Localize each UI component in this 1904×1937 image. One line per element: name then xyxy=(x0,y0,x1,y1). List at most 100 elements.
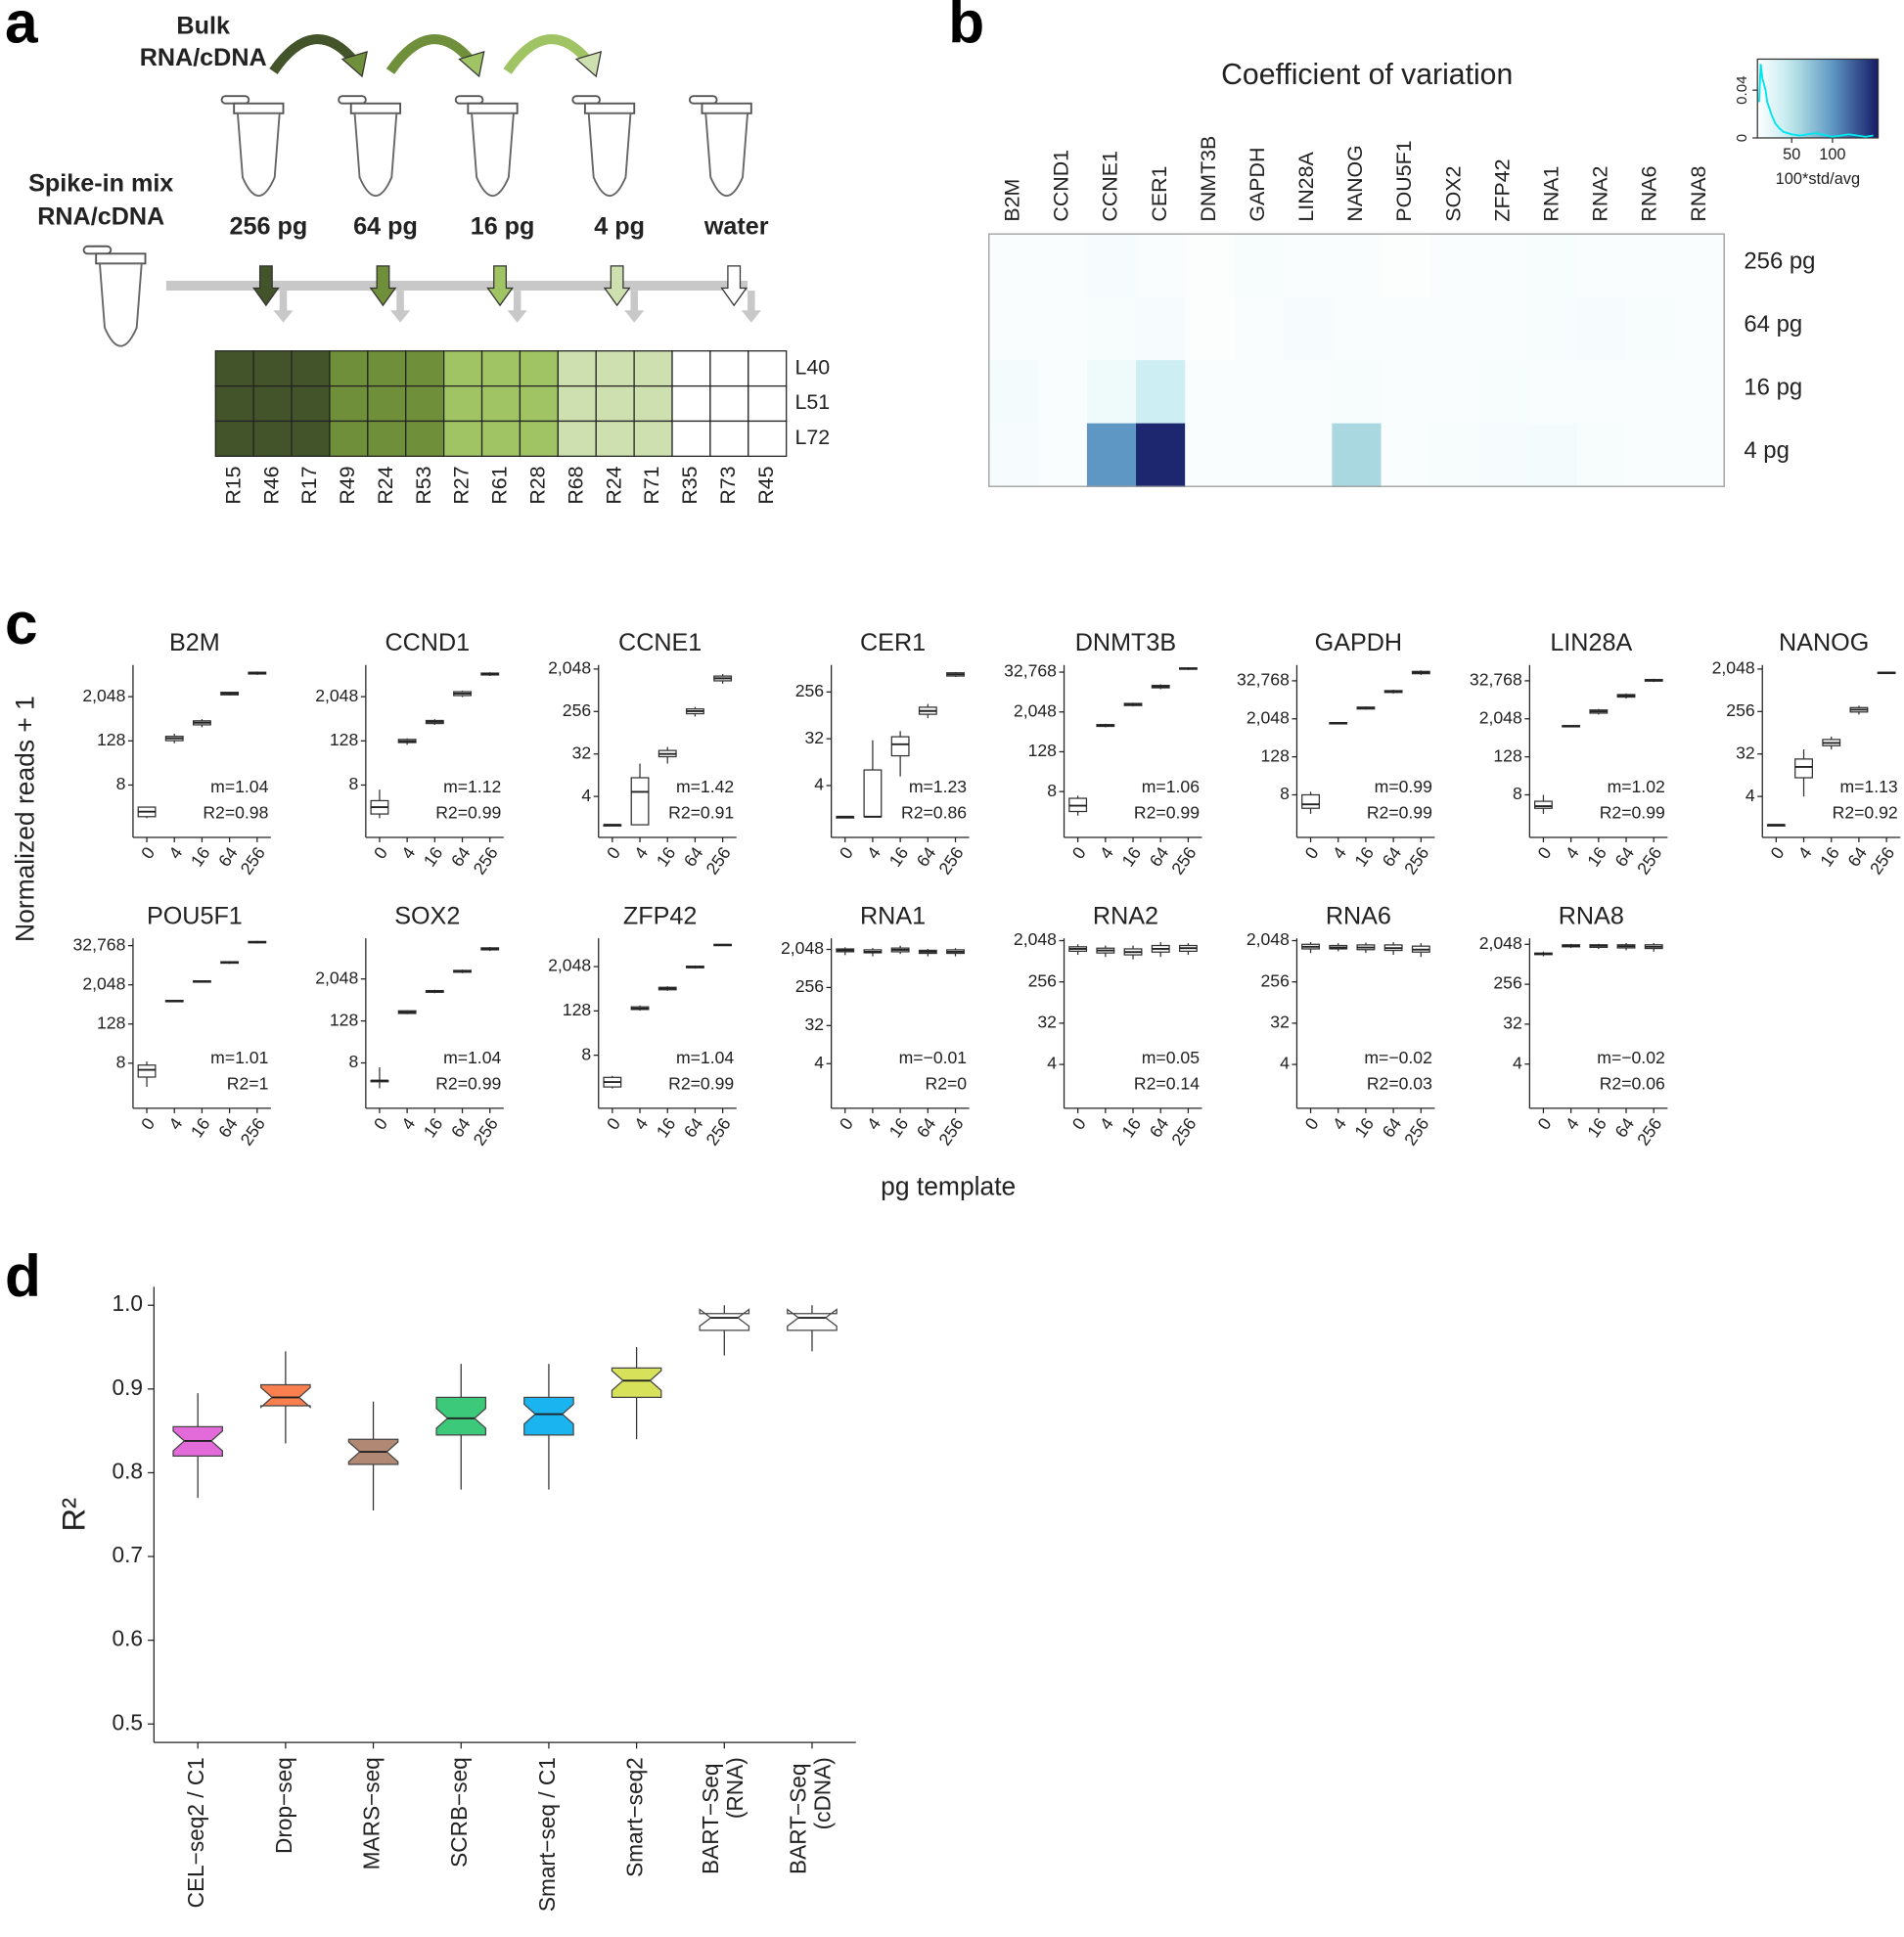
annotation: R2=0.98 xyxy=(203,803,268,823)
y-tick-label: 32 xyxy=(1037,1013,1057,1032)
sample-arrow xyxy=(252,265,280,307)
sample-arrow xyxy=(486,265,514,307)
heat-cell xyxy=(1381,296,1431,361)
plate-cell xyxy=(595,384,635,423)
gray-bar xyxy=(165,280,748,292)
box xyxy=(435,1396,487,1436)
y-tick-label: 32 xyxy=(804,1014,824,1034)
box xyxy=(890,736,910,757)
column-label: R45 xyxy=(754,466,778,504)
transfer-arrowhead xyxy=(458,50,485,78)
y-tick-label: 256 xyxy=(1028,970,1058,990)
plate-cell xyxy=(709,384,749,423)
plate-cell xyxy=(291,350,331,387)
y-tick-label: 0.5 xyxy=(113,1709,143,1734)
panel-title: CCND1 xyxy=(385,629,470,656)
annotation: m=1.12 xyxy=(443,777,501,796)
annotation: m=0.99 xyxy=(1375,777,1432,796)
annotation: m=0.05 xyxy=(1142,1048,1200,1067)
x-tick-label: 256 xyxy=(1400,843,1432,878)
y-tick-label: 8 xyxy=(581,1044,591,1063)
y-tick-label: 2,048 xyxy=(1479,933,1522,953)
x-tick-label: BART−Seq (cDNA) xyxy=(785,1757,835,1874)
x-tick-label: 4 xyxy=(397,1114,419,1134)
annotation: R2=0.99 xyxy=(668,1074,734,1094)
heat-cell xyxy=(1626,423,1676,487)
x-tick-label: 256 xyxy=(703,1114,735,1149)
y-tick-label: 32 xyxy=(1736,743,1755,762)
plate-cell xyxy=(519,384,559,423)
y-tick-label: 128 xyxy=(97,1013,126,1032)
plate-cell xyxy=(709,350,749,387)
x-tick-label: 0 xyxy=(1068,843,1090,863)
column-label: R17 xyxy=(297,466,321,504)
row-label: 16 pg xyxy=(1744,375,1802,401)
x-tick-label: 256 xyxy=(1400,1114,1432,1149)
x-tick-label: 16 xyxy=(653,843,680,871)
annotation: m=1.02 xyxy=(1608,777,1665,796)
row-label: 4 pg xyxy=(1744,437,1790,464)
y-tick-label: 128 xyxy=(330,1010,359,1029)
row-label: 256 pg xyxy=(1744,248,1815,275)
y-tick-label: 8 xyxy=(348,774,358,793)
column-label: R24 xyxy=(374,466,397,504)
plate-cell xyxy=(748,420,788,457)
y-tick-label: 2,048 xyxy=(1712,658,1755,678)
plate-cell xyxy=(367,350,407,387)
column-label: R35 xyxy=(678,466,702,504)
panel-title: ZFP42 xyxy=(623,902,697,929)
x-tick-label: 16 xyxy=(420,843,447,871)
plate-cell xyxy=(671,350,711,387)
panel-title: RNA6 xyxy=(1326,902,1391,929)
y-tick-label: 8 xyxy=(1280,784,1290,803)
x-tick-label: 4 xyxy=(1096,1114,1117,1134)
column-label: R71 xyxy=(640,466,663,504)
y-tick-label: 2,048 xyxy=(1014,929,1057,949)
plate-cell xyxy=(252,350,293,387)
heat-cell xyxy=(1332,360,1383,425)
heat-cell xyxy=(1037,360,1088,425)
x-tick-label: 16 xyxy=(1583,1114,1610,1142)
x-tick-label: 0 xyxy=(603,843,624,863)
y-tick-label: 0.04 xyxy=(1734,75,1750,104)
x-tick-label: 4 xyxy=(164,843,186,863)
row-label: L40 xyxy=(795,355,831,379)
heat-cell xyxy=(1185,234,1235,298)
y-tick-label: 0 xyxy=(1734,134,1750,142)
y-tick-label: 2,048 xyxy=(315,968,358,987)
x-tick-label: 16 xyxy=(1118,1114,1146,1142)
tube-body xyxy=(353,112,398,197)
y-axis-label: R² xyxy=(56,1498,92,1532)
heat-cell xyxy=(1086,423,1137,487)
gene-label: LIN28A xyxy=(1294,152,1318,222)
gene-label: NANOG xyxy=(1343,145,1367,221)
heat-cell xyxy=(1234,296,1284,361)
panel-label: b xyxy=(948,0,984,56)
heat-cell xyxy=(1675,423,1725,487)
plate-cell xyxy=(480,350,521,387)
y-tick-label: 2,048 xyxy=(82,973,125,993)
x-tick-label: 256 xyxy=(1633,843,1665,878)
x-tick-label: 0 xyxy=(1766,843,1788,863)
y-tick-label: 4 xyxy=(581,786,591,805)
y-tick-label: 128 xyxy=(563,1000,592,1019)
spike-label: RNA/cDNA xyxy=(37,203,164,230)
heat-cell xyxy=(1527,423,1578,487)
annotation: m=1.04 xyxy=(210,777,268,796)
tube-body xyxy=(587,112,632,197)
x-tick-label: 100 xyxy=(1819,146,1845,163)
gene-label: B2M xyxy=(1000,179,1023,222)
x-tick-label: SCRB−seq xyxy=(446,1757,472,1868)
y-tick-label: 0.8 xyxy=(113,1458,143,1483)
transfer-arrowhead xyxy=(574,50,603,78)
panel-title: POU5F1 xyxy=(147,902,243,929)
x-tick-label: 0 xyxy=(370,843,391,863)
y-tick-label: 2,048 xyxy=(315,686,358,705)
heat-cell xyxy=(1381,423,1431,487)
annotation: R2=0.99 xyxy=(1134,803,1200,823)
heat-cell xyxy=(1576,234,1627,298)
annotation: R2=0.03 xyxy=(1367,1074,1432,1094)
gene-label: RNA2 xyxy=(1589,166,1612,222)
plate-cell xyxy=(519,350,559,387)
